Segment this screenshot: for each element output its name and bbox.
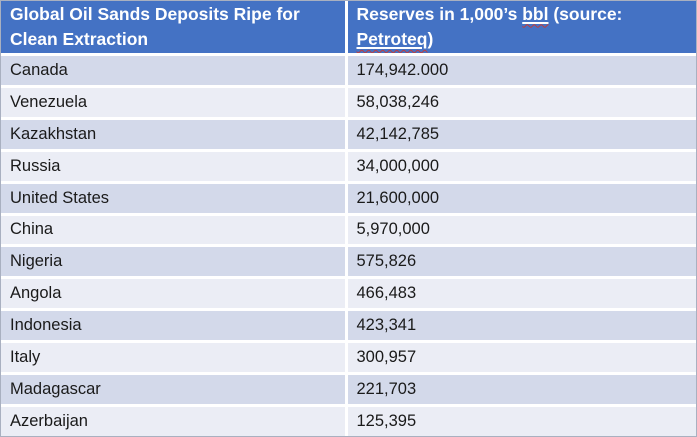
header-row: Global Oil Sands Deposits Ripe for Clean…: [1, 1, 696, 56]
table-row: Russia 34,000,000: [1, 148, 696, 184]
reserves-cell: 34,000,000: [344, 148, 696, 184]
country-cell: Angola: [1, 276, 348, 312]
reserves-cell: 21,600,000: [344, 180, 696, 216]
header-bbl-spellcheck: bbl: [522, 4, 548, 24]
country-cell: Canada: [1, 53, 348, 88]
table-row: Madagascar 221,703: [1, 372, 696, 407]
country-cell: Madagascar: [1, 372, 348, 407]
header-reserves-prefix: Reserves in 1,000’s: [356, 3, 523, 24]
table-row: Italy 300,957: [1, 340, 696, 376]
reserves-cell: 423,341: [344, 308, 696, 344]
header-petroteq-spellcheck: Petroteq: [357, 29, 428, 49]
table-row: United States 21,600,000: [1, 180, 696, 216]
table-row: Angola 466,483: [1, 276, 696, 312]
table-row: Canada 174,942.000: [1, 53, 696, 88]
header-suffix: ): [427, 29, 434, 49]
country-cell: Venezuela: [1, 84, 348, 120]
table-row: Azerbaijan 125,395: [1, 403, 696, 436]
header-source-mid: (source:: [548, 3, 623, 24]
reserves-cell: 42,142,785: [344, 116, 696, 152]
reserves-cell: 125,395: [344, 403, 696, 436]
reserves-cell: 575,826: [344, 244, 696, 280]
country-cell: Kazakhstan: [1, 116, 348, 152]
country-cell: Italy: [1, 340, 348, 376]
reserves-cell: 5,970,000: [344, 212, 696, 248]
country-cell: China: [1, 212, 348, 248]
country-cell: United States: [1, 180, 348, 216]
reserves-cell: 221,703: [344, 372, 696, 407]
header-bbl-text: bbl: [522, 3, 549, 24]
table-row: Nigeria 575,826: [1, 244, 696, 280]
country-cell: Indonesia: [1, 308, 348, 344]
table-row: Kazakhstan 42,142,785: [1, 116, 696, 152]
header-cell-reserves: Reserves in 1,000’s bbl (source: Petrote…: [344, 1, 696, 56]
country-cell: Nigeria: [1, 244, 348, 280]
reserves-cell: 174,942.000: [344, 53, 696, 88]
header-cell-deposits: Global Oil Sands Deposits Ripe for Clean…: [1, 1, 348, 56]
country-cell: Russia: [1, 148, 348, 184]
reserves-cell: 58,038,246: [344, 84, 696, 120]
reserves-cell: 300,957: [344, 340, 696, 376]
header-petroteq-text: Petroteq: [356, 29, 428, 49]
country-cell: Azerbaijan: [1, 403, 348, 436]
table-row: Venezuela 58,038,246: [1, 84, 696, 120]
reserves-cell: 466,483: [344, 276, 696, 312]
table-row: Indonesia 423,341: [1, 308, 696, 344]
table-row: China 5,970,000: [1, 212, 696, 248]
